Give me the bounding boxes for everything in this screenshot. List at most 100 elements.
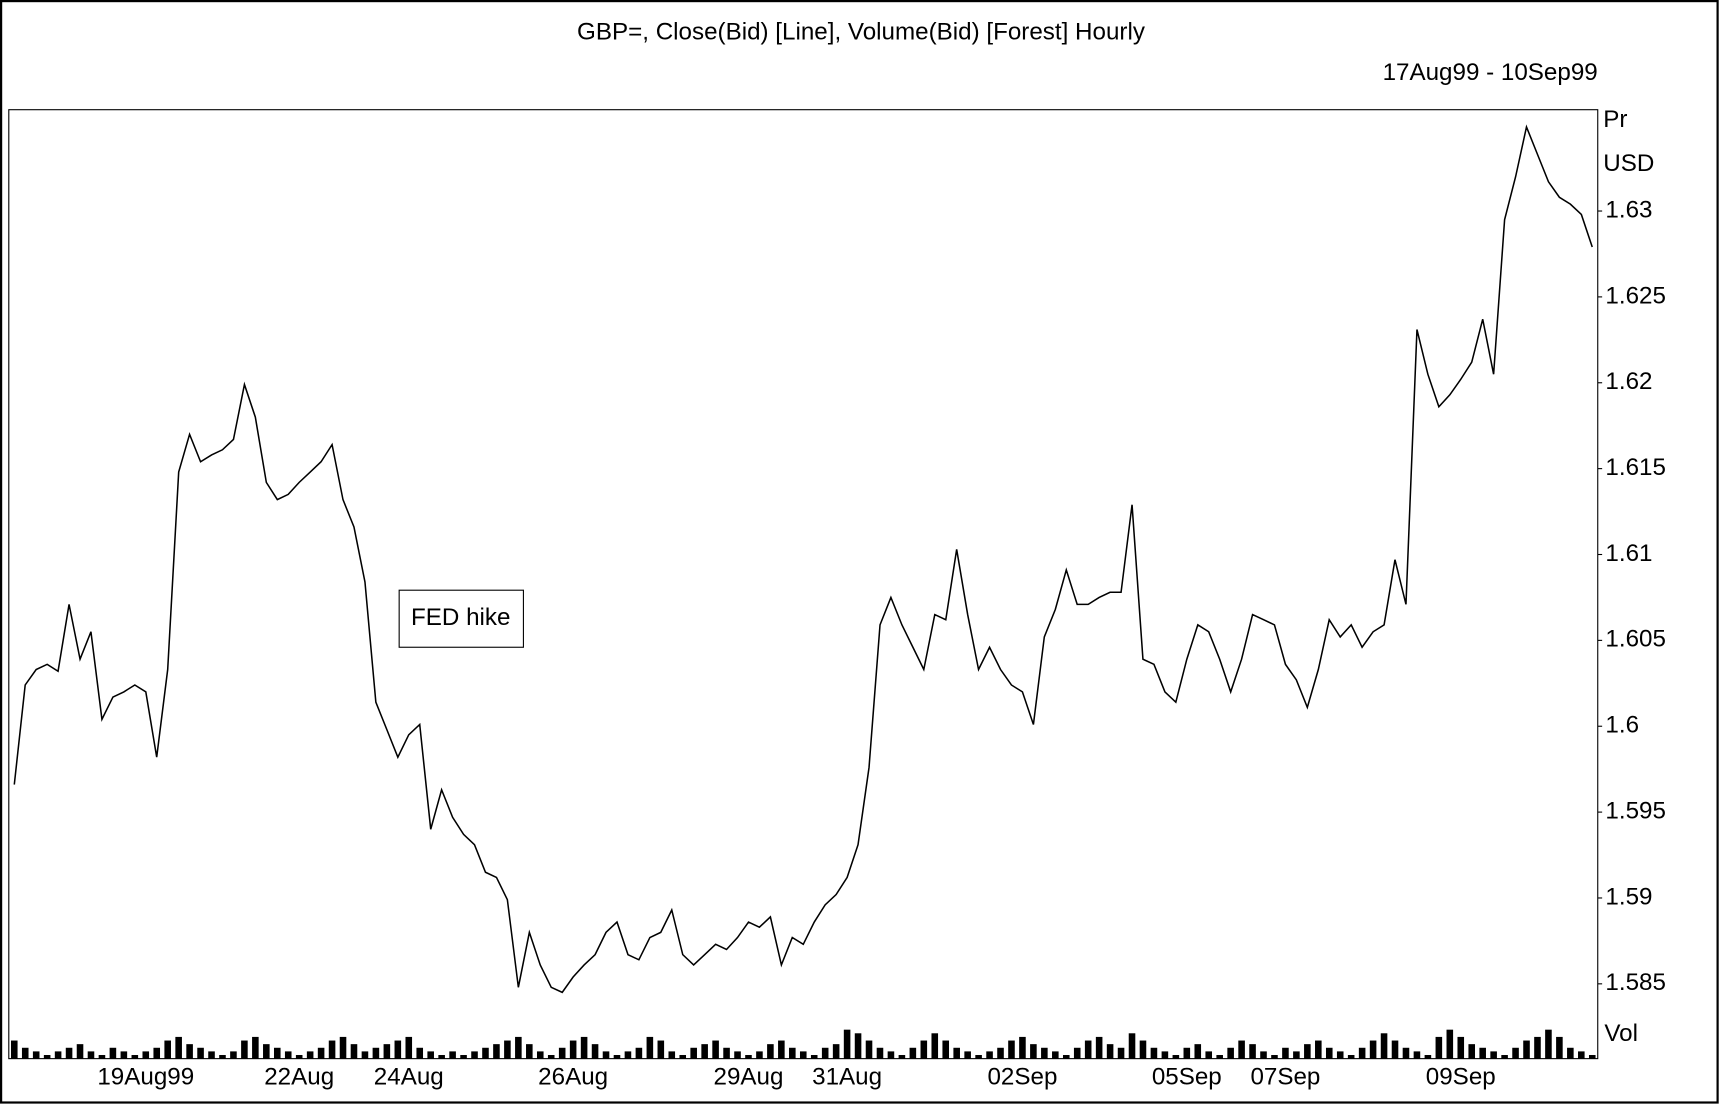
volume-bar (460, 1055, 467, 1059)
volume-bar (76, 1044, 84, 1059)
volume-bar (799, 1051, 807, 1059)
volume-bar (1457, 1036, 1465, 1059)
volume-bar (1545, 1029, 1552, 1059)
chart-title: GBP=, Close(Bid) [Line], Volume(Bid) [Fo… (577, 18, 1146, 45)
volume-bar (613, 1055, 621, 1059)
volume-bar (569, 1040, 577, 1059)
volume-bar (756, 1051, 763, 1059)
volume-bar (832, 1044, 840, 1059)
volume-bar (1008, 1040, 1015, 1059)
volume-bar (109, 1047, 117, 1059)
volume-bar (1479, 1047, 1486, 1059)
volume-bar (657, 1040, 665, 1059)
axis-label: Pr (1603, 106, 1627, 133)
x-tick-label: 05Sep (1152, 1064, 1222, 1091)
volume-bar (1052, 1051, 1059, 1059)
volume-bar (679, 1055, 687, 1059)
annotation: FED hike (411, 604, 510, 631)
volume-bar (1413, 1051, 1421, 1059)
volume-bar (1106, 1044, 1114, 1059)
volume-bar (526, 1044, 533, 1059)
y-tick-label: 1.615 (1605, 454, 1666, 481)
volume-label: Vol (1604, 1020, 1638, 1047)
x-tick-label: 24Aug (374, 1064, 444, 1091)
volume-bar (175, 1036, 182, 1059)
volume-bar (43, 1055, 51, 1059)
volume-bar (1293, 1051, 1300, 1059)
volume-bar (10, 1040, 18, 1059)
volume-bar (953, 1047, 960, 1059)
volume-bar (1041, 1047, 1048, 1059)
volume-bar (558, 1047, 566, 1059)
volume-bar (1084, 1040, 1092, 1059)
volume-bar (186, 1044, 193, 1059)
date-range: 17Aug99 - 10Sep99 (1383, 59, 1598, 86)
volume-bar (646, 1036, 654, 1059)
volume-bar (1512, 1047, 1519, 1059)
volume-bar (449, 1051, 456, 1059)
volume-bar (668, 1051, 676, 1059)
volume-bar (887, 1051, 895, 1059)
volume-bar (1369, 1040, 1377, 1059)
volume-bar (942, 1040, 950, 1059)
y-tick-label: 1.59 (1605, 883, 1652, 910)
volume-bar (350, 1044, 358, 1059)
volume-bar (295, 1055, 303, 1059)
volume-bar (65, 1047, 73, 1059)
volume-bar (821, 1047, 829, 1059)
volume-bar (1172, 1055, 1180, 1059)
volume-bar (164, 1040, 171, 1059)
volume-bar (1347, 1055, 1355, 1059)
volume-bar (273, 1047, 281, 1059)
volume-bar (1325, 1047, 1333, 1059)
volume-bar (153, 1047, 161, 1059)
volume-bar (219, 1055, 226, 1059)
volume-bar (263, 1044, 270, 1059)
volume-bar (1062, 1055, 1070, 1059)
annotation-box (398, 589, 524, 648)
volume-bar (1336, 1051, 1344, 1059)
volume-bar (997, 1047, 1004, 1059)
x-tick-label: 31Aug (812, 1064, 882, 1091)
volume-bar (515, 1036, 522, 1059)
volume-bar (898, 1055, 906, 1059)
y-tick-label: 1.61 (1605, 540, 1652, 567)
volume-bar (712, 1040, 719, 1059)
volume-bar (1183, 1047, 1191, 1059)
volume-bar (142, 1051, 150, 1059)
volume-bar (1402, 1047, 1410, 1059)
volume-bar (547, 1055, 555, 1059)
volume-bar (98, 1055, 106, 1059)
volume-bar (1435, 1036, 1443, 1059)
volume-bar (810, 1055, 818, 1059)
volume-bar (1588, 1055, 1596, 1059)
volume-bar (405, 1036, 413, 1059)
y-tick-label: 1.585 (1605, 969, 1666, 996)
volume-bar (1424, 1055, 1432, 1059)
volume-bar (1117, 1047, 1125, 1059)
volume-bar (580, 1036, 588, 1059)
x-tick-label: 07Sep (1250, 1064, 1320, 1091)
volume-bar (328, 1040, 336, 1059)
axis-label: USD (1603, 150, 1654, 177)
volume-bar (1358, 1047, 1366, 1059)
volume-bar (1260, 1051, 1267, 1059)
volume-bar (241, 1040, 248, 1059)
x-tick-label: 19Aug99 (97, 1064, 194, 1091)
volume-bar (745, 1055, 752, 1059)
volume-bar (1128, 1033, 1136, 1059)
volume-bar (854, 1033, 862, 1059)
volume-bar (230, 1051, 237, 1059)
volume-bar (1139, 1040, 1147, 1059)
y-tick-label: 1.595 (1605, 797, 1666, 824)
volume-bar (964, 1051, 971, 1059)
volume-bar (1249, 1044, 1256, 1059)
volume-bar (624, 1051, 632, 1059)
volume-bar (734, 1051, 741, 1059)
volume-bar (1578, 1051, 1585, 1059)
volume-bar (1161, 1051, 1169, 1059)
volume-bar (920, 1040, 928, 1059)
volume-bar (975, 1055, 982, 1059)
volume-bar (1534, 1036, 1541, 1059)
